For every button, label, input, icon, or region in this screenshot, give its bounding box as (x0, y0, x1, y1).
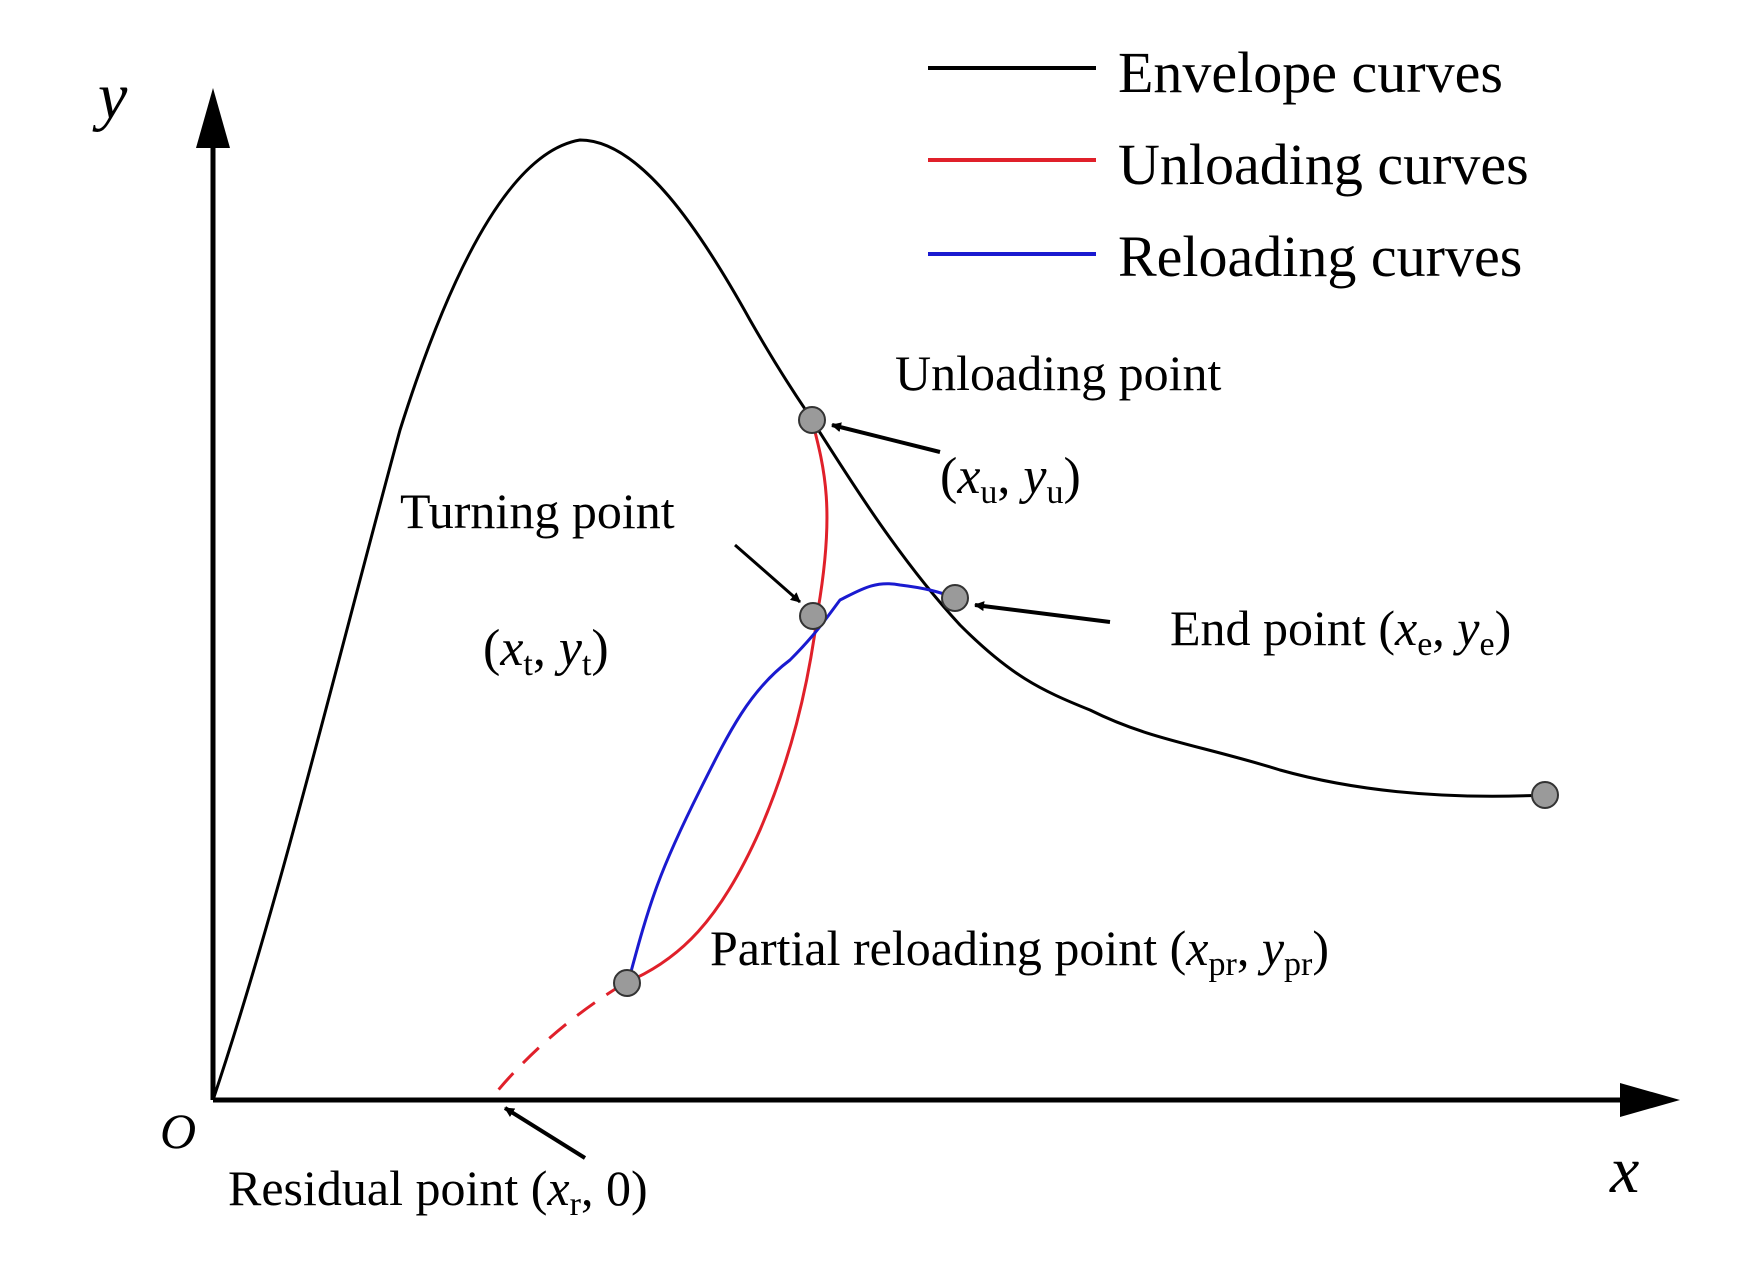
unloading-point-label: Unloading point (895, 345, 1221, 401)
reloading-curve (626, 582, 956, 984)
partial-reloading-point-marker (613, 969, 641, 997)
residual-point-arrow (503, 1106, 587, 1160)
residual-point-label: Residual point (xr, 0) (228, 1160, 648, 1223)
legend-unloading-label: Unloading curves (1118, 132, 1529, 197)
envelope-curve (211, 138, 1546, 1101)
y-axis-arrowhead (196, 88, 230, 148)
turning-point-marker (799, 602, 827, 630)
legend: Envelope curves Unloading curves Reloadi… (928, 40, 1529, 289)
partial-reloading-point-label: Partial reloading point (xpr, ypr) (710, 920, 1329, 983)
legend-reloading-label: Reloading curves (1118, 224, 1522, 289)
envelope-end-marker (1531, 781, 1559, 809)
legend-envelope-label: Envelope curves (1118, 40, 1503, 105)
x-axis-arrowhead (1620, 1083, 1680, 1117)
unloading-curve (624, 419, 829, 985)
end-point-label: End point (xe, ye) (1170, 600, 1511, 663)
y-axis-label: y (92, 60, 128, 133)
unloading-point-marker (798, 406, 826, 434)
turning-point-label: Turning point (400, 483, 675, 539)
x-axis-label: x (1609, 1134, 1639, 1207)
turning-point-arrow (734, 543, 801, 604)
unloading-curve-extension (488, 981, 626, 1101)
end-point-marker (941, 584, 969, 612)
origin-label: O (160, 1103, 196, 1159)
turning-point-coords: (xt, yt) (483, 620, 609, 683)
unloading-point-coords: (xu, yu) (940, 448, 1081, 511)
unloading-point-arrow (831, 422, 941, 454)
end-point-arrow (974, 601, 1111, 624)
